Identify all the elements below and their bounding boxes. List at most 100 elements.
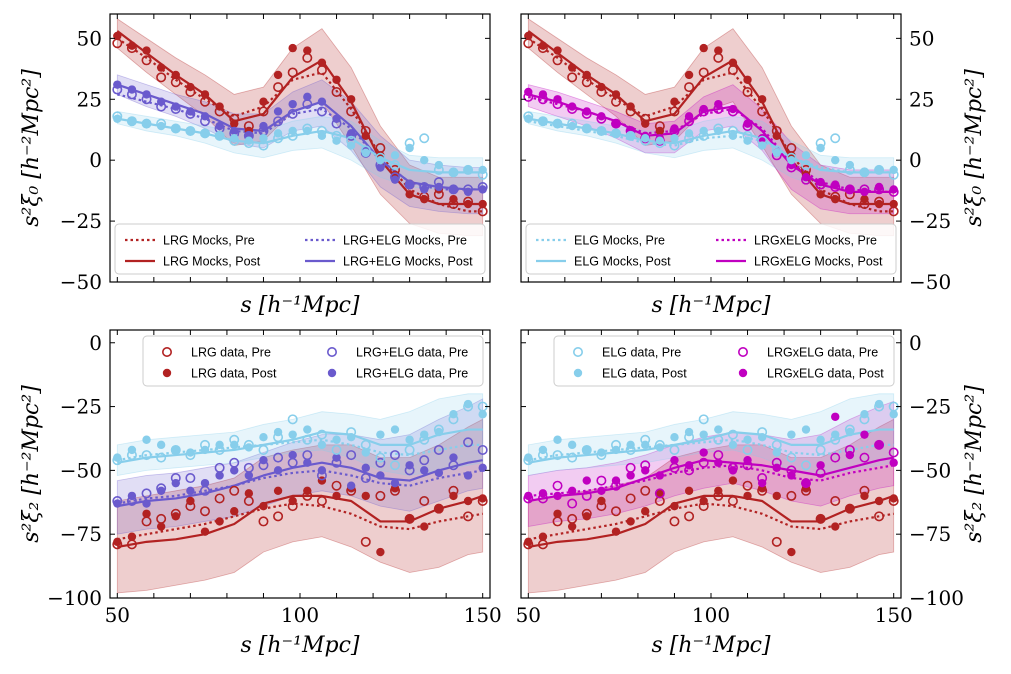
data-point-elg-post — [655, 136, 665, 145]
data-point-elg-pre — [258, 444, 269, 455]
legend-label: LRGxELG data, Pre — [767, 346, 878, 360]
data-point-lrg-post — [434, 504, 444, 513]
data-point-lrg-post — [171, 512, 180, 521]
data-point-elg-post — [699, 126, 708, 136]
data-point-lrg-post — [361, 491, 370, 501]
data-point-elg-post — [200, 129, 210, 138]
data-point-elg-pre — [830, 133, 841, 144]
data-point-lrg-pre — [258, 516, 269, 527]
data-point-lrgelg-post — [142, 499, 151, 508]
data-point-lrg-post — [641, 507, 650, 516]
data-point-lrgxelg-pre — [859, 452, 870, 463]
data-point-lrg-post — [553, 46, 562, 55]
y-tick-label: 50 — [909, 26, 934, 50]
data-point-lrg-post — [405, 190, 414, 199]
data-point-elg-pre — [742, 444, 753, 455]
data-point-lrg-post — [420, 194, 429, 204]
data-point-lrgxelg-pre — [713, 450, 724, 461]
data-point-lrg-pre — [523, 38, 534, 49]
data-point-elg-post — [273, 427, 283, 437]
data-point-elg-pre — [669, 140, 680, 151]
data-point-elg-post — [390, 151, 400, 160]
data-point-lrg-post — [142, 46, 151, 55]
line-lrg-solid — [116, 30, 483, 206]
data-point-elg-post — [420, 430, 429, 439]
data-point-lrgxelg-post — [714, 458, 723, 467]
data-point-elg-post — [743, 136, 752, 145]
data-point-lrgxelg-post — [611, 476, 621, 485]
data-point-elg-post — [142, 119, 151, 128]
data-point-lrgelg-post — [273, 107, 283, 116]
data-point-elg-post — [757, 433, 767, 442]
data-point-lrgelg-pre — [375, 457, 386, 468]
data-point-elg-post — [845, 160, 855, 170]
data-point-elg-post — [699, 430, 708, 439]
data-point-elg-post — [553, 119, 562, 128]
data-point-elg-post — [845, 427, 855, 437]
data-point-lrgelg-post — [434, 468, 444, 478]
data-point-elg-post — [405, 435, 414, 444]
y-tick-label: −100 — [909, 586, 964, 610]
data-point-elg-post — [434, 160, 444, 170]
data-point-lrg-pre — [287, 67, 298, 78]
data-point-elg-post — [434, 427, 444, 437]
data-point-lrg-pre — [727, 65, 738, 76]
data-point-elg-post — [303, 126, 312, 136]
legend-marker-lrg — [162, 346, 173, 357]
data-point-lrg-post — [860, 491, 869, 501]
data-point-lrg-pre — [815, 513, 826, 524]
data-point-lrgelg-post — [186, 107, 195, 116]
data-point-lrgxelg-post — [816, 461, 825, 470]
data-point-lrg-post — [171, 70, 180, 80]
data-point-lrgelg-post — [156, 486, 166, 495]
data-point-lrg-post — [361, 131, 370, 141]
data-point-elg-post — [670, 134, 679, 143]
data-point-lrg-post — [156, 63, 166, 72]
y-tick-label: 0 — [89, 331, 102, 355]
y-tick-label: −50 — [909, 458, 951, 482]
data-point-elg-post — [361, 448, 370, 457]
y-tick-label: 0 — [909, 148, 922, 172]
x-tick-label: 50 — [516, 603, 541, 627]
data-point-elg-post — [684, 427, 694, 437]
data-point-elg-post — [288, 430, 297, 439]
legend-label: LRGxELG data, Post — [767, 367, 884, 381]
data-point-lrgxelg-post — [845, 450, 855, 460]
data-point-lrgelg-post — [186, 486, 195, 495]
data-point-elg-post — [361, 148, 370, 158]
data-point-lrg-post — [670, 501, 679, 511]
data-point-lrgxelg-pre — [552, 480, 563, 491]
legend-label: LRG data, Pre — [191, 346, 271, 360]
data-point-lrgxelg-post — [699, 448, 708, 457]
data-point-elg-pre — [815, 444, 826, 455]
data-point-elg-post — [288, 126, 297, 136]
data-point-elg-pre — [389, 460, 400, 471]
data-point-lrgelg-post — [127, 491, 137, 501]
data-point-lrgelg-pre — [229, 457, 240, 468]
plot-area — [112, 18, 488, 237]
data-point-lrg-post — [772, 491, 781, 501]
band-elg — [116, 110, 484, 190]
data-point-elg-pre — [567, 452, 578, 463]
data-point-elg-post — [831, 155, 840, 165]
data-point-lrgelg-post — [288, 450, 297, 460]
data-point-lrgxelg-post — [538, 489, 548, 498]
data-point-lrg-post — [303, 46, 312, 55]
data-point-lrgelg-post — [449, 185, 458, 194]
data-point-lrg-post — [288, 496, 297, 506]
data-point-elg-post — [860, 410, 869, 419]
data-point-lrg-pre — [874, 511, 885, 522]
data-point-lrgxelg-pre — [567, 498, 578, 509]
data-point-lrg-post — [655, 126, 665, 136]
data-point-lrgelg-post — [405, 461, 414, 470]
x-axis-label: s [h⁻¹Mpc] — [652, 293, 771, 318]
y-tick-label: −25 — [60, 395, 102, 419]
data-point-elg-pre — [375, 452, 386, 463]
data-point-lrg-post — [538, 41, 548, 50]
data-point-lrgxelg-post — [626, 471, 635, 480]
y-tick-label: −25 — [909, 395, 951, 419]
data-point-elg-post — [317, 440, 327, 450]
data-point-lrg-post — [524, 31, 533, 41]
data-point-lrg-post — [273, 70, 283, 80]
